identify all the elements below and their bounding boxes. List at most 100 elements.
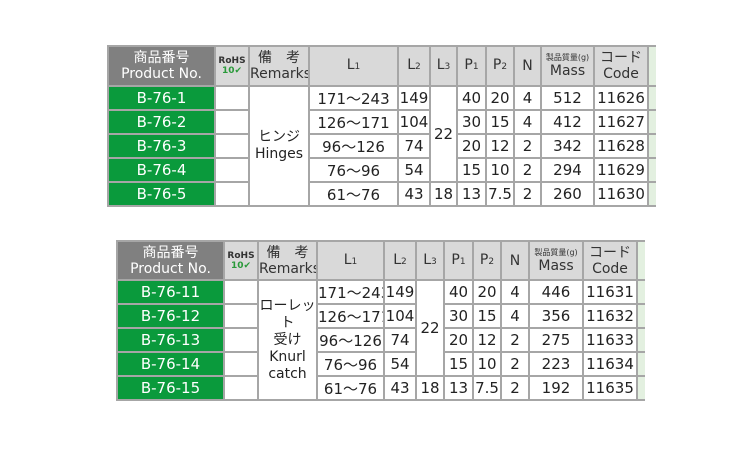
product-header-jp: 商品番号 bbox=[133, 50, 190, 66]
col-code: コード Code bbox=[582, 240, 638, 281]
l2-cell: 43 bbox=[383, 375, 417, 401]
col-p2: P2 bbox=[485, 45, 515, 87]
l2-cell: 43 bbox=[397, 181, 431, 207]
product-number: B-76-15 bbox=[116, 375, 225, 401]
edge-cell bbox=[647, 157, 656, 183]
rohs10-logo: 10✔ bbox=[222, 66, 242, 76]
col-l1: L1 bbox=[316, 240, 385, 281]
n-label: N bbox=[522, 58, 533, 74]
l1-cell: 76～96 bbox=[308, 157, 399, 183]
sub: 1 bbox=[354, 62, 361, 72]
p2-cell: 15 bbox=[485, 109, 515, 135]
remarks-header-en: Remarks bbox=[259, 260, 317, 277]
code-header-en: Code bbox=[603, 66, 639, 82]
col-product: 商品番号 Product No. bbox=[116, 240, 225, 281]
l3-cell: 18 bbox=[415, 375, 445, 401]
table-row: B-76-14 76～96 54 15 10 2 223 11634 bbox=[116, 351, 645, 377]
product-number: B-76-3 bbox=[107, 133, 216, 159]
mass-header-en: Mass bbox=[538, 257, 574, 274]
l1-cell: 126～171 bbox=[316, 303, 385, 329]
remarks-header-jp: 備 考 bbox=[258, 50, 300, 66]
l1-cell: 96～126 bbox=[308, 133, 399, 159]
rohs-sub: 10 bbox=[230, 260, 244, 271]
remarks-cell: ヒンジ Hinges bbox=[248, 85, 310, 207]
mass-cell: 275 bbox=[528, 327, 584, 353]
product-number: B-76-14 bbox=[116, 351, 225, 377]
code-header-jp: コード bbox=[600, 50, 642, 66]
n-label: N bbox=[509, 252, 521, 269]
product-table-hinges: 商品番号 Product No. RoHS 10✔ 備 考 Remarks L1 L2… bbox=[107, 45, 656, 207]
rohs-cell bbox=[223, 279, 259, 305]
product-header-en: Product No. bbox=[130, 260, 211, 277]
mass-header-jp: 製品質量(g) bbox=[534, 247, 578, 257]
p2-label: P bbox=[479, 251, 489, 268]
n-cell: 2 bbox=[500, 375, 530, 401]
code-cell: 11632 bbox=[582, 303, 638, 329]
l3-cell: 22 bbox=[415, 279, 445, 377]
n-cell: 4 bbox=[500, 303, 530, 329]
product-number: B-76-11 bbox=[116, 279, 225, 305]
l2-cell: 104 bbox=[397, 109, 431, 135]
col-mass: 製品質量(g) Mass bbox=[540, 45, 595, 87]
l2-cell: 149 bbox=[383, 279, 417, 305]
l2-label: L bbox=[393, 251, 402, 268]
l3-label: L bbox=[423, 251, 432, 268]
p1-cell: 20 bbox=[443, 327, 474, 353]
rohs-cell bbox=[223, 327, 259, 353]
edge-cell bbox=[647, 85, 656, 111]
p2-cell: 7.5 bbox=[485, 181, 515, 207]
code-cell: 11627 bbox=[593, 109, 649, 135]
l2-cell: 74 bbox=[383, 327, 417, 353]
code-cell: 11629 bbox=[593, 157, 649, 183]
p2-cell: 12 bbox=[472, 327, 502, 353]
edge-cell bbox=[636, 375, 645, 401]
col-mass: 製品質量(g) Mass bbox=[528, 240, 584, 281]
col-remarks: 備 考 Remarks bbox=[248, 45, 310, 87]
mass-cell: 223 bbox=[528, 351, 584, 377]
table-row: B-76-1 ヒンジ Hinges 171～243 149 22 40 20 4 512 11626 bbox=[107, 85, 656, 207]
col-l1: L1 bbox=[308, 45, 399, 87]
l1-cell: 61～76 bbox=[308, 181, 399, 207]
l2-cell: 104 bbox=[383, 303, 417, 329]
rohs-label: RoHS bbox=[227, 250, 255, 261]
l2-cell: 74 bbox=[397, 133, 431, 159]
mass-cell: 192 bbox=[528, 375, 584, 401]
col-n: N bbox=[513, 45, 542, 87]
sub: 2 bbox=[488, 256, 495, 267]
table-row: B-76-4 76～96 54 15 10 2 294 11629 bbox=[107, 157, 656, 183]
p1-cell: 30 bbox=[456, 109, 487, 135]
code-cell: 11631 bbox=[582, 279, 638, 305]
remarks-line: ローレット bbox=[259, 297, 316, 331]
l1-cell: 126～171 bbox=[308, 109, 399, 135]
edge-cell bbox=[636, 303, 645, 329]
remarks-cell: ローレット 受け Knurl catch bbox=[257, 279, 318, 401]
rohs-cell bbox=[223, 351, 259, 377]
sub: 3 bbox=[431, 256, 437, 267]
mass-cell: 294 bbox=[540, 157, 595, 183]
p1-label: P bbox=[464, 57, 473, 73]
product-number: B-76-4 bbox=[107, 157, 216, 183]
l3-cell: 22 bbox=[429, 85, 458, 183]
col-remarks: 備 考 Remarks bbox=[257, 240, 318, 281]
mass-cell: 412 bbox=[540, 109, 595, 135]
sub: 2 bbox=[415, 62, 421, 72]
p2-cell: 10 bbox=[472, 351, 502, 377]
code-cell: 11633 bbox=[582, 327, 638, 353]
p2-cell: 15 bbox=[472, 303, 502, 329]
remarks-line: Knurl bbox=[269, 348, 306, 365]
code-cell: 11635 bbox=[582, 375, 638, 401]
mass-cell: 446 bbox=[528, 279, 584, 305]
n-cell: 4 bbox=[513, 109, 542, 135]
col-l2: L2 bbox=[397, 45, 431, 87]
code-cell: 11626 bbox=[593, 85, 649, 111]
p1-cell: 30 bbox=[443, 303, 474, 329]
p1-label: P bbox=[451, 251, 460, 268]
n-cell: 2 bbox=[500, 327, 530, 353]
sub: 3 bbox=[444, 62, 451, 72]
table-row: B-76-12 126～171 104 30 15 4 356 11632 bbox=[116, 303, 645, 329]
col-l2: L2 bbox=[383, 240, 417, 281]
table-row: B-76-13 96～126 74 20 12 2 275 11633 bbox=[116, 327, 645, 353]
product-number: B-76-2 bbox=[107, 109, 216, 135]
edge-cell bbox=[636, 327, 645, 353]
col-l3: L3 bbox=[429, 45, 458, 87]
